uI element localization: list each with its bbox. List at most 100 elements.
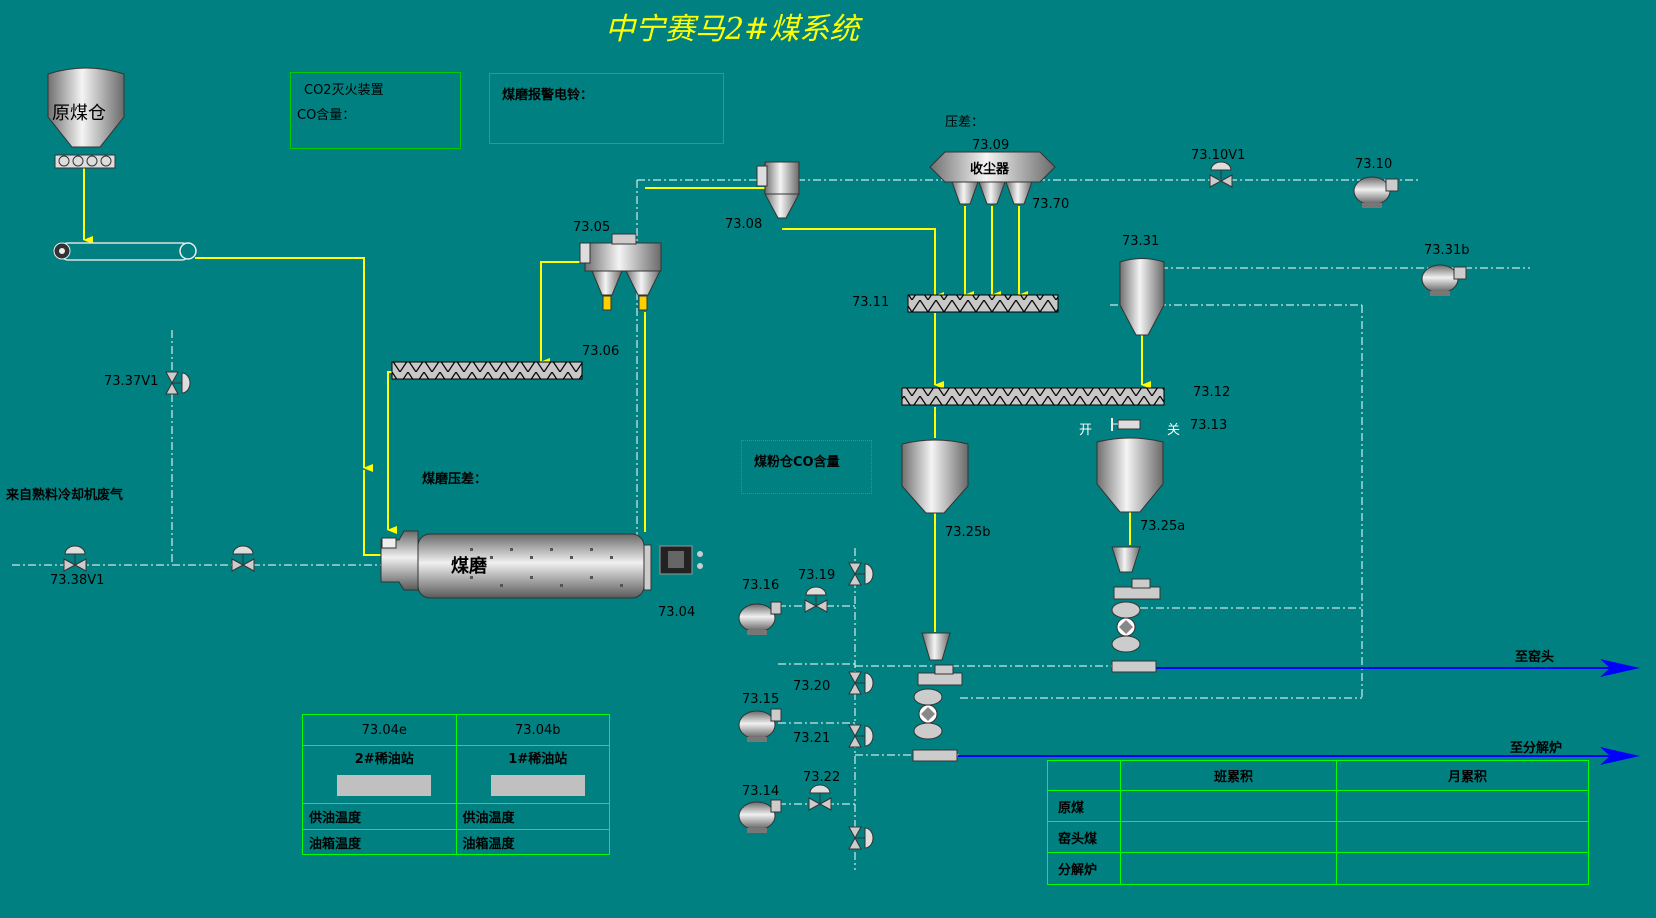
cyclone-7305[interactable]	[579, 233, 662, 311]
raw-coal-bin[interactable]	[47, 67, 125, 169]
to-kiln-head-label: 至窑头	[1515, 650, 1555, 665]
to-calciner-label: 至分解炉	[1510, 741, 1563, 756]
tag-7370: 73.70	[1032, 197, 1070, 212]
valve-7322-icon[interactable]	[808, 784, 832, 811]
totals-calciner-shift	[1120, 852, 1337, 885]
tag-7306: 73.06	[582, 344, 620, 359]
fan-7310-icon[interactable]	[1353, 176, 1399, 208]
valve-7319-side-icon[interactable]	[848, 562, 874, 586]
valve-7310v1-icon[interactable]	[1209, 161, 1233, 188]
tag-7325b: 73.25b	[945, 525, 991, 540]
silo-7331[interactable]	[1119, 258, 1165, 336]
mill-motor-icon[interactable]	[659, 545, 703, 575]
tag-7322: 73.22	[803, 770, 841, 785]
oil-station-2-name: 2#稀油站	[354, 752, 414, 767]
output-lines	[958, 659, 1640, 765]
tag-7337v1: 73.37V1	[104, 374, 159, 389]
dust-collector-label: 收尘器	[970, 162, 1010, 177]
tag-7310v1: 73.10V1	[1191, 148, 1246, 163]
belt-conveyor[interactable]	[53, 242, 197, 261]
pressure-diff-label: 压差：	[945, 115, 985, 130]
open-label[interactable]: 开	[1079, 423, 1093, 438]
valve-7319-icon[interactable]	[804, 586, 828, 613]
valve-7322-side-icon[interactable]	[848, 826, 874, 850]
alarm-label: 煤磨报警电铃：	[502, 88, 594, 103]
valve-7337v1-icon[interactable]	[165, 371, 191, 395]
screw-conveyor-7312[interactable]	[901, 387, 1165, 406]
totals-kiln-month	[1336, 821, 1589, 853]
screw-conveyor-7306[interactable]	[391, 361, 583, 380]
totals-raw-shift	[1120, 790, 1337, 822]
coal-scale-right[interactable]	[1111, 546, 1161, 673]
valve-gas-inlet-icon[interactable]	[231, 545, 255, 572]
totals-calciner-month	[1336, 852, 1589, 885]
totals-kiln-shift	[1120, 821, 1337, 853]
totals-row-kiln: 窑头煤	[1047, 821, 1121, 853]
fan-7316-icon[interactable]	[738, 601, 782, 635]
tag-7338v1: 73.38V1	[50, 573, 105, 588]
coal-silo-7325b[interactable]	[901, 439, 969, 514]
clinker-gas-label: 来自熟料冷却机废气	[6, 488, 124, 503]
tag-7315: 73.15	[742, 692, 780, 707]
filter-7308[interactable]	[756, 161, 800, 219]
fan-7331b-icon[interactable]	[1421, 264, 1467, 296]
tag-7316: 73.16	[742, 578, 780, 593]
valve-7320-icon[interactable]	[848, 671, 874, 695]
totals-col-shift: 班累积	[1120, 760, 1337, 791]
totals-col-month: 月累积	[1336, 760, 1589, 791]
tag-7320: 73.20	[793, 679, 831, 694]
oil-col1-tag: 73.04e	[302, 714, 457, 746]
tag-7311: 73.11	[852, 295, 890, 310]
tag-7314: 73.14	[742, 784, 780, 799]
totals-row-calciner: 分解炉	[1047, 852, 1121, 885]
tank-temp-2: 油箱温度	[302, 829, 457, 855]
totals-raw-month	[1336, 790, 1589, 822]
tag-7313: 73.13	[1190, 418, 1228, 433]
coal-silo-7325a[interactable]	[1096, 437, 1164, 513]
tag-7310: 73.10	[1355, 157, 1393, 172]
oil-station-2-status	[337, 775, 432, 796]
screw-conveyor-7311[interactable]	[907, 294, 1059, 313]
oil-station-1-status	[490, 775, 585, 796]
arrow-calciner-icon	[1600, 747, 1640, 765]
coal-scale-left[interactable]	[912, 632, 963, 762]
tag-7331: 73.31	[1122, 234, 1160, 249]
tag-7304: 73.04	[658, 605, 696, 620]
close-label[interactable]: 关	[1167, 423, 1181, 438]
oil-col2-tag: 73.04b	[455, 714, 610, 746]
co-content-label: CO含量：	[297, 108, 356, 123]
tank-temp-1: 油箱温度	[455, 829, 610, 855]
tag-7309: 73.09	[972, 138, 1010, 153]
fan-7314-icon[interactable]	[738, 799, 782, 833]
tag-7312: 73.12	[1193, 385, 1231, 400]
arrow-kiln-head-icon	[1600, 659, 1640, 677]
totals-table: 班累积 月累积 原煤 窑头煤 分解炉	[1047, 760, 1589, 885]
co2-title: CO2灭火装置	[304, 83, 384, 98]
supply-temp-2: 供油温度	[302, 803, 457, 830]
tag-7308: 73.08	[725, 217, 763, 232]
gate-valve-7313[interactable]	[1111, 418, 1141, 431]
mill-pressure-label: 煤磨压差：	[422, 472, 488, 487]
valve-7321-icon[interactable]	[848, 724, 874, 748]
tag-7331b: 73.31b	[1424, 243, 1470, 258]
supply-temp-1: 供油温度	[455, 803, 610, 830]
tag-7321: 73.21	[793, 731, 831, 746]
totals-row-raw: 原煤	[1047, 790, 1121, 822]
coal-mill-7304[interactable]	[380, 530, 652, 599]
oil-station-table: 73.04e 73.04b 2#稀油站 1#稀油站 供油温度 供油温度 油箱温度…	[302, 714, 610, 855]
oil-station-2-cell: 2#稀油站	[302, 745, 457, 804]
dust-collector-7309[interactable]	[929, 151, 1056, 205]
co2-panel: CO2灭火装置 CO含量：	[290, 72, 461, 149]
tag-7319: 73.19	[798, 568, 836, 583]
valve-7338v1-icon[interactable]	[63, 545, 87, 572]
coal-bin-co-panel: 煤粉仓CO含量	[741, 440, 872, 494]
raw-bin-label: 原煤仓	[52, 103, 106, 124]
material-flow-lines	[83, 163, 1151, 632]
tag-7305: 73.05	[573, 220, 611, 235]
fan-7315-icon[interactable]	[738, 708, 782, 742]
tag-7325a: 73.25a	[1140, 519, 1186, 534]
mill-label: 煤磨	[451, 556, 487, 577]
oil-station-1-cell: 1#稀油站	[455, 745, 610, 804]
oil-station-1-name: 1#稀油站	[508, 752, 568, 767]
